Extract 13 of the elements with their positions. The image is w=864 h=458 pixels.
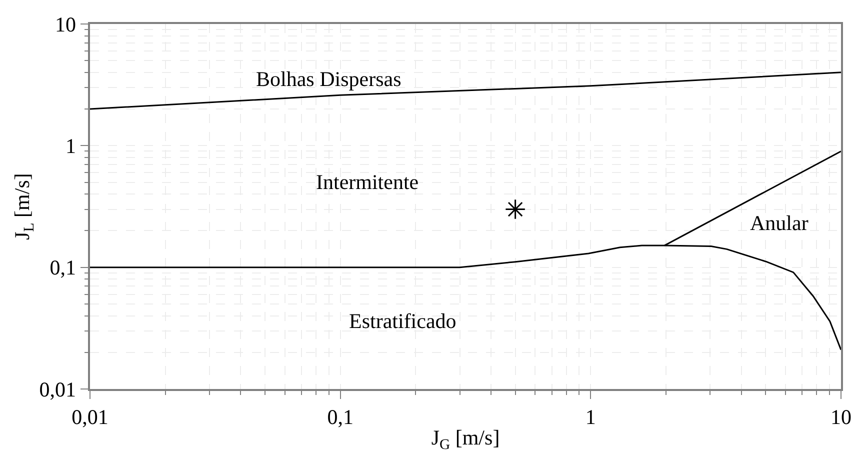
x-tick-label: 1 [585,404,596,429]
x-tick-label: 10 [830,404,852,429]
x-tick-label: 0,1 [327,404,354,429]
annotation: Bolhas Dispersas [256,67,402,91]
y-tick-label: 1 [66,134,76,158]
annotation: Estratificado [349,309,456,333]
annotation: Anular [750,211,808,235]
y-tick-label: 0,01 [39,377,76,402]
x-tick-label: 0,01 [72,404,108,429]
annotation: Intermitente [316,170,419,194]
y-tick-label: 10 [55,12,76,36]
y-tick-label: 0,1 [50,256,76,280]
x-axis-title: J$_{G}$ [m/s] [431,426,500,454]
